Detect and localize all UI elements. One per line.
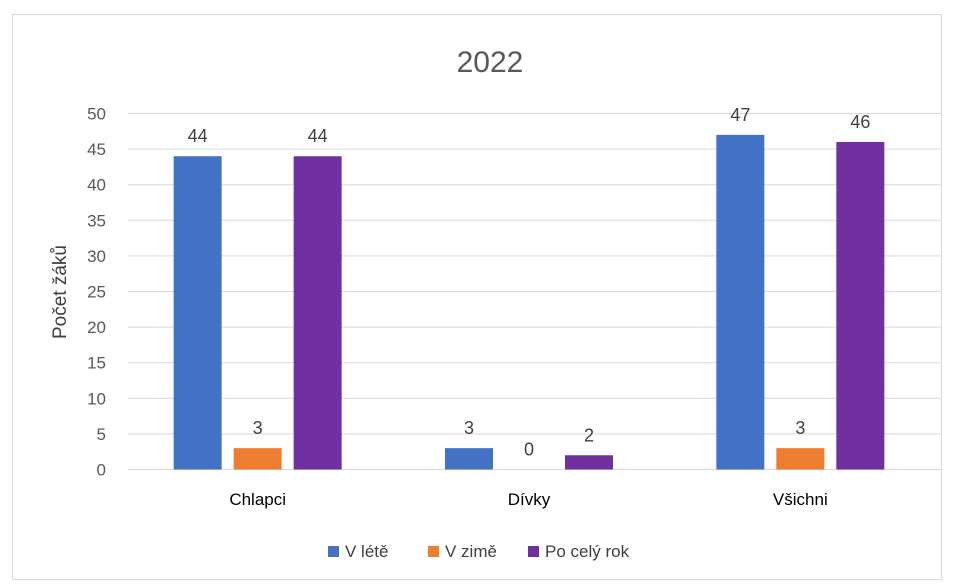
chart-title: 2022	[457, 46, 524, 79]
y-tick-label: 20	[87, 318, 106, 337]
data-label: 3	[795, 418, 805, 438]
y-tick-label: 40	[87, 176, 106, 195]
y-axis-ticks: 0 5 10 15 20 25 30 35 40 45 50	[87, 105, 106, 480]
data-label: 2	[584, 425, 594, 445]
category-label: Dívky	[508, 490, 551, 509]
bar	[776, 448, 825, 470]
data-label: 46	[850, 112, 870, 132]
legend-label: Po celý rok	[545, 542, 630, 561]
y-axis-label: Počet žáků	[50, 245, 71, 339]
bar	[836, 141, 885, 470]
data-labels: 44 3 44 3 0 2 47 3 46	[188, 105, 871, 460]
y-tick-label: 10	[87, 389, 106, 408]
data-label: 3	[464, 418, 474, 438]
category-labels: Chlapci Dívky Všichni	[229, 490, 827, 509]
legend-swatch	[428, 546, 439, 557]
legend-swatch	[328, 546, 339, 557]
y-tick-label: 45	[87, 140, 106, 159]
bars	[173, 134, 885, 470]
gridlines	[128, 113, 942, 470]
bar	[293, 156, 342, 470]
bar	[173, 156, 222, 470]
legend: V létě V zimě Po celý rok	[328, 542, 630, 561]
bar	[445, 448, 493, 470]
y-tick-label: 5	[97, 425, 106, 444]
bar	[716, 134, 765, 470]
legend-label: V létě	[345, 542, 388, 561]
bar	[565, 455, 613, 470]
data-label: 47	[730, 105, 750, 125]
y-tick-label: 30	[87, 247, 106, 266]
data-label: 0	[524, 440, 534, 460]
legend-label: V zimě	[445, 542, 497, 561]
chart-frame	[12, 14, 942, 580]
category-label: Chlapci	[229, 490, 286, 509]
y-tick-label: 50	[87, 105, 106, 124]
data-label: 44	[188, 126, 208, 146]
y-tick-label: 35	[87, 211, 106, 230]
y-tick-label: 25	[87, 283, 106, 302]
data-label: 44	[308, 126, 328, 146]
legend-swatch	[528, 546, 539, 557]
data-label: 3	[253, 418, 263, 438]
category-label: Všichni	[773, 490, 828, 509]
y-tick-label: 0	[97, 461, 106, 480]
bar	[233, 448, 282, 470]
y-tick-label: 15	[87, 354, 106, 373]
